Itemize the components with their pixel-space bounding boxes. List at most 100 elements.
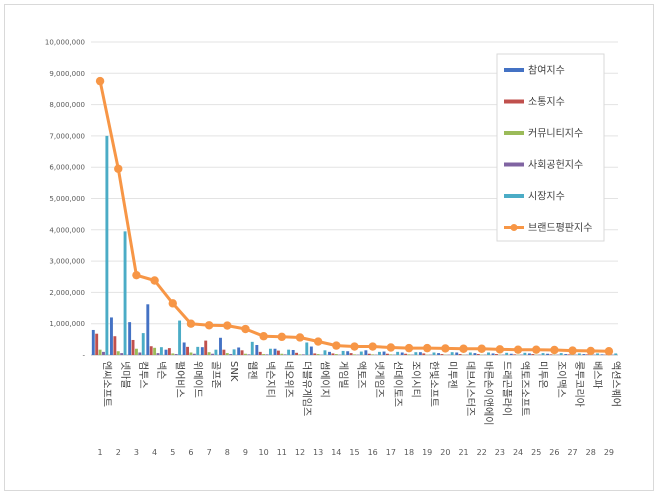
category-label: 넥슨지티 bbox=[264, 361, 276, 398]
y-tick-label: 8,000,000 bbox=[49, 101, 85, 109]
category-label: 액션스퀘어 bbox=[609, 361, 621, 407]
legend-swatch-1 bbox=[504, 68, 524, 72]
brand-index-point-15 bbox=[350, 342, 359, 351]
bar-4-12 bbox=[301, 354, 305, 355]
brand-index-point-10 bbox=[259, 332, 268, 341]
rank-label: 7 bbox=[207, 448, 212, 457]
bar-1-25 bbox=[527, 353, 531, 355]
bar-4-3 bbox=[138, 352, 142, 355]
bar-2-25 bbox=[531, 354, 535, 355]
bar-5-19 bbox=[432, 352, 436, 355]
brand-index-point-11 bbox=[277, 332, 287, 342]
category-label: 위메이드 bbox=[191, 361, 204, 398]
brand-index-point-7 bbox=[204, 321, 214, 330]
brand-index-point-5 bbox=[168, 299, 177, 308]
bar-4-11 bbox=[283, 354, 287, 355]
bar-2-14 bbox=[331, 353, 335, 355]
bar-1-28 bbox=[582, 354, 586, 355]
brand-index-point-3 bbox=[132, 270, 141, 280]
rank-label: 5 bbox=[170, 448, 175, 457]
bar-3-12 bbox=[298, 354, 302, 355]
rank-label: 15 bbox=[349, 448, 359, 457]
category-label: 베스파 bbox=[591, 361, 603, 389]
rank-label: 10 bbox=[259, 448, 269, 457]
bar-2-1 bbox=[95, 333, 99, 355]
bar-5-22 bbox=[487, 352, 490, 355]
legend-swatch-2 bbox=[504, 99, 524, 104]
category-label: 드래곤플라이 bbox=[500, 361, 512, 416]
bar-5-10 bbox=[268, 348, 272, 355]
bar-2-7 bbox=[204, 340, 208, 355]
legend-label: 사회공헌지수 bbox=[528, 159, 583, 171]
brand-index-point-13 bbox=[313, 337, 323, 346]
y-tick-label: 1,000,000 bbox=[49, 320, 85, 328]
y-tick-label: 6,000,000 bbox=[49, 164, 85, 172]
brand-index-point-9 bbox=[241, 324, 250, 334]
bar-1-24 bbox=[509, 353, 513, 355]
bar-1-14 bbox=[328, 351, 331, 355]
bar-5-7 bbox=[214, 349, 218, 355]
y-tick-label: 4,000,000 bbox=[49, 226, 85, 234]
bar-3-5 bbox=[171, 353, 175, 355]
bar-2-4 bbox=[149, 346, 153, 355]
bar-1-6 bbox=[182, 342, 186, 355]
bar-4-4 bbox=[156, 353, 160, 355]
bar-2-10 bbox=[258, 351, 262, 355]
bar-2-27 bbox=[567, 354, 571, 355]
rank-label: 19 bbox=[422, 448, 432, 457]
rank-label: 28 bbox=[586, 448, 596, 457]
bar-2-11 bbox=[276, 350, 280, 355]
category-label: 넷마블 bbox=[119, 361, 131, 389]
bar-5-29 bbox=[614, 353, 618, 355]
bar-1-10 bbox=[255, 344, 259, 355]
brand-index-point-6 bbox=[186, 319, 196, 328]
brand-index-point-20 bbox=[441, 344, 450, 353]
bar-2-22 bbox=[476, 354, 480, 355]
bar-5-14 bbox=[341, 350, 345, 355]
bar-4-8 bbox=[229, 354, 233, 355]
category-label: 조이맥스 bbox=[555, 361, 567, 398]
bar-5-15 bbox=[359, 351, 363, 355]
bar-3-16 bbox=[371, 354, 375, 355]
bar-4-2 bbox=[120, 353, 124, 355]
bar-4-6 bbox=[192, 353, 196, 355]
bar-1-16 bbox=[364, 350, 368, 355]
bar-3-4 bbox=[153, 347, 157, 355]
legend-label: 참여지수 bbox=[528, 65, 565, 77]
y-tick-label: - bbox=[82, 352, 85, 360]
bar-1-5 bbox=[164, 349, 168, 355]
bar-1-17 bbox=[382, 351, 386, 355]
bar-5-16 bbox=[378, 351, 381, 355]
bar-5-26 bbox=[559, 353, 563, 355]
category-label: 바른손이앤에이 bbox=[482, 361, 494, 425]
line-layer bbox=[95, 76, 614, 356]
bar-5-20 bbox=[450, 352, 454, 355]
rank-label: 9 bbox=[243, 448, 248, 457]
category-label: 데브시스터즈 bbox=[464, 361, 476, 416]
bar-5-9 bbox=[250, 341, 254, 355]
category-label: 네오위즈 bbox=[282, 361, 295, 398]
x-axis: 엔씨소프트 1 넷마블 2 컴투스 3 넥슨 4 펄어비스 5 위메이드 6 골프존 7 SNK 8 웹젠 9 넥슨… bbox=[98, 361, 622, 457]
rank-label: 16 bbox=[368, 448, 378, 457]
brand-index-point-8 bbox=[223, 321, 232, 330]
bar-5-17 bbox=[396, 351, 400, 355]
legend-label: 브랜드평판지수 bbox=[528, 222, 592, 234]
legend-label: 소통지수 bbox=[528, 96, 565, 108]
category-label: 룽투코리아 bbox=[573, 361, 585, 407]
brand-reputation-chart: 엔씨소프트 1 넷마블 2 컴투스 3 넥슨 4 펄어비스 5 위메이드 6 골프존 7 SNK 8 웹젠 9 넥슨… bbox=[45, 39, 622, 458]
bar-1-15 bbox=[346, 351, 350, 355]
category-label: 액토즈 bbox=[355, 361, 367, 389]
bar-2-8 bbox=[222, 349, 226, 355]
bar-1-27 bbox=[564, 354, 568, 355]
rank-label: 24 bbox=[513, 448, 523, 457]
bar-1-1 bbox=[91, 329, 95, 355]
rank-label: 21 bbox=[458, 448, 468, 457]
rank-label: 8 bbox=[225, 448, 230, 457]
y-tick-label: 10,000,000 bbox=[45, 39, 85, 47]
bar-3-14 bbox=[334, 354, 338, 355]
bar-2-20 bbox=[440, 354, 444, 355]
rank-label: 1 bbox=[98, 448, 103, 457]
category-label: 선데이토즈 bbox=[391, 361, 403, 407]
y-axis: - 1,000,000 2,000,000 3,000,000 4,000,000 5,0… bbox=[45, 39, 86, 360]
bar-3-17 bbox=[389, 354, 393, 355]
